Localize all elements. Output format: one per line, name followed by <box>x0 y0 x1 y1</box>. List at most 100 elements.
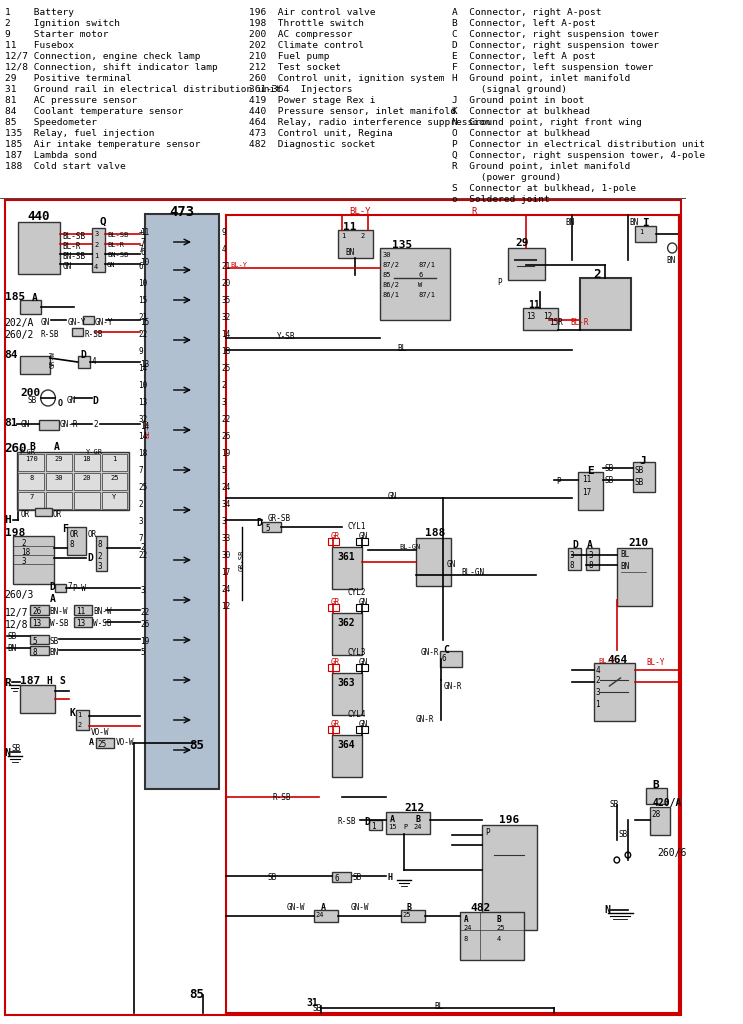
Text: 188  Cold start valve: 188 Cold start valve <box>4 162 126 171</box>
Text: 18: 18 <box>22 548 30 557</box>
Text: SB: SB <box>619 830 628 839</box>
FancyBboxPatch shape <box>314 910 338 922</box>
FancyBboxPatch shape <box>30 635 49 644</box>
Text: 8: 8 <box>69 540 74 549</box>
Text: 464  Relay, radio interference suppression: 464 Relay, radio interference suppressio… <box>250 118 491 127</box>
Text: 9: 9 <box>138 347 143 356</box>
Text: H: H <box>388 873 393 882</box>
Text: 31: 31 <box>307 998 318 1008</box>
Text: 4: 4 <box>94 264 98 270</box>
Text: D: D <box>573 540 578 550</box>
Text: S  Connector at bulkhead, 1-pole: S Connector at bulkhead, 1-pole <box>452 184 637 193</box>
FancyBboxPatch shape <box>522 308 558 330</box>
Text: GN-Y: GN-Y <box>95 318 114 327</box>
Text: 3: 3 <box>138 517 143 526</box>
Text: P: P <box>484 828 490 837</box>
FancyBboxPatch shape <box>30 646 49 655</box>
FancyBboxPatch shape <box>96 536 107 571</box>
Text: 35: 35 <box>221 296 231 305</box>
Text: 26: 26 <box>140 620 149 629</box>
Text: 212: 212 <box>404 803 425 813</box>
Text: 8: 8 <box>98 540 103 549</box>
Text: 2: 2 <box>593 268 600 281</box>
Text: A: A <box>88 738 94 746</box>
Text: 15R: 15R <box>549 318 563 327</box>
FancyBboxPatch shape <box>76 710 88 730</box>
Text: 29: 29 <box>515 238 529 248</box>
Text: GN: GN <box>358 598 368 607</box>
Text: 13: 13 <box>140 360 149 369</box>
Text: 26: 26 <box>221 432 231 441</box>
Text: D: D <box>365 817 371 827</box>
FancyBboxPatch shape <box>145 214 219 790</box>
Text: 22: 22 <box>138 551 148 560</box>
Text: 1: 1 <box>596 700 600 709</box>
Text: Y-GR: Y-GR <box>19 449 36 455</box>
Text: 196: 196 <box>499 815 519 825</box>
Text: 31   Ground rail in electrical distribution unit: 31 Ground rail in electrical distributio… <box>4 85 281 94</box>
Text: 11: 11 <box>582 475 591 484</box>
Text: 15: 15 <box>388 824 396 830</box>
FancyBboxPatch shape <box>30 605 49 615</box>
Text: +: + <box>138 228 143 237</box>
Text: 6: 6 <box>441 654 446 663</box>
Text: 22: 22 <box>138 330 148 339</box>
Text: GN: GN <box>107 262 116 268</box>
Text: W-SB: W-SB <box>50 618 68 628</box>
Text: 2: 2 <box>98 552 103 561</box>
Text: 187: 187 <box>20 676 41 686</box>
Text: 3: 3 <box>140 586 145 595</box>
Text: Y-SB: Y-SB <box>277 332 296 341</box>
Text: 200: 200 <box>20 388 41 398</box>
Text: J: J <box>639 456 646 466</box>
Text: 33: 33 <box>221 534 231 543</box>
FancyBboxPatch shape <box>332 673 362 715</box>
Text: 260/2: 260/2 <box>4 330 34 340</box>
Text: GN-R: GN-R <box>415 715 434 724</box>
Text: 84   Coolant temperature sensor: 84 Coolant temperature sensor <box>4 106 183 116</box>
Text: GN: GN <box>358 658 368 667</box>
Text: A: A <box>586 540 592 550</box>
Text: 11: 11 <box>528 300 540 310</box>
Text: 1: 1 <box>94 253 98 259</box>
Text: 20: 20 <box>221 279 231 288</box>
Text: BL-GN: BL-GN <box>461 568 485 577</box>
FancyBboxPatch shape <box>102 454 128 471</box>
Text: 10: 10 <box>140 258 149 267</box>
Text: GR: GR <box>331 532 340 541</box>
Text: 1: 1 <box>77 712 82 718</box>
Text: B: B <box>415 815 421 824</box>
Text: 85: 85 <box>189 988 204 1001</box>
Text: 21: 21 <box>138 313 148 322</box>
Text: 20: 20 <box>82 475 91 481</box>
Text: 200  AC compressor: 200 AC compressor <box>250 30 353 39</box>
FancyBboxPatch shape <box>568 548 581 570</box>
Text: SB: SB <box>312 1004 322 1013</box>
Text: BL-Y: BL-Y <box>598 658 615 664</box>
FancyBboxPatch shape <box>635 226 655 242</box>
Text: 260: 260 <box>4 442 27 455</box>
Text: A: A <box>464 915 468 924</box>
Text: A: A <box>389 815 395 824</box>
Text: K: K <box>69 708 75 718</box>
Text: 12/8 Connection, shift indicator lamp: 12/8 Connection, shift indicator lamp <box>4 63 218 72</box>
Text: CYL2: CYL2 <box>347 588 366 597</box>
Text: 24: 24 <box>221 483 231 492</box>
Text: 8: 8 <box>464 936 468 942</box>
Text: 24: 24 <box>316 912 324 918</box>
Text: 6: 6 <box>140 248 145 257</box>
Text: 15: 15 <box>138 296 148 305</box>
FancyBboxPatch shape <box>72 328 83 336</box>
FancyBboxPatch shape <box>74 454 100 471</box>
Text: GN: GN <box>20 420 30 429</box>
Text: B: B <box>497 915 502 924</box>
Text: 3: 3 <box>22 557 26 566</box>
Text: 25: 25 <box>221 364 231 373</box>
FancyBboxPatch shape <box>482 825 537 930</box>
FancyBboxPatch shape <box>46 473 72 490</box>
Text: 28: 28 <box>652 810 661 819</box>
Text: 5: 5 <box>32 637 37 646</box>
Text: 185: 185 <box>4 292 25 302</box>
Text: 13: 13 <box>138 398 148 407</box>
Text: 30: 30 <box>383 252 391 258</box>
